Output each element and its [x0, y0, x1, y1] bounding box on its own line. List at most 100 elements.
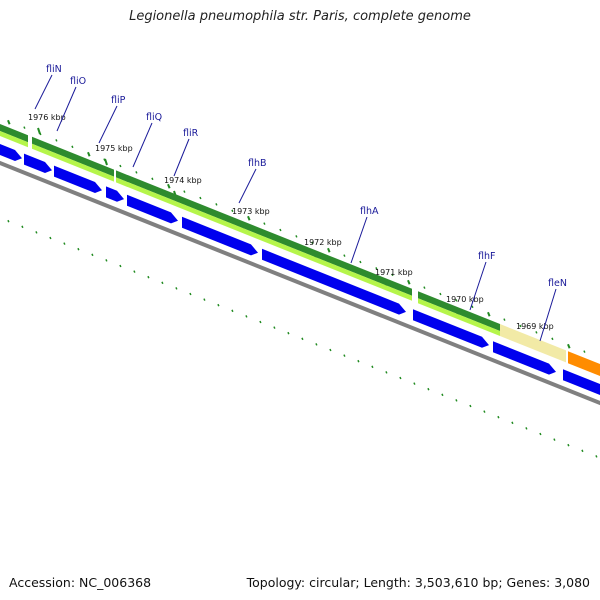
- tick-dot: [511, 421, 514, 425]
- tick-dot: [7, 119, 11, 125]
- tick-dot: [375, 267, 378, 270]
- tick-dot: [23, 126, 26, 129]
- tick-dot: [483, 410, 486, 413]
- gene-leader-line: [34, 74, 53, 110]
- tick-dot: [295, 235, 298, 238]
- gene-label-fleN: fleN: [548, 278, 567, 289]
- tick-dot: [189, 292, 192, 296]
- cds-segment-pale: [500, 324, 566, 363]
- tick-dot: [343, 354, 346, 357]
- tick-dot: [327, 247, 331, 253]
- forward-gene-arrow: [563, 369, 600, 396]
- tick-dot: [329, 348, 332, 352]
- position-label: 1969 kbp: [516, 322, 554, 331]
- tick-dot: [49, 236, 52, 240]
- tick-dot: [217, 303, 220, 307]
- position-label: 1975 kbp: [95, 144, 133, 153]
- forward-gene-arrow: [182, 216, 258, 256]
- gene-label-fliP: fliP: [111, 95, 126, 106]
- tick-dot: [581, 449, 584, 453]
- tick-dot: [231, 309, 234, 313]
- tick-dot: [119, 264, 122, 268]
- tick-dot: [567, 443, 570, 447]
- tick-dot: [567, 343, 571, 349]
- tick-dot: [311, 241, 314, 245]
- tick-dot: [427, 387, 430, 391]
- map-title: Legionella pneumophila str. Paris, compl…: [129, 9, 471, 24]
- tick-dot: [359, 260, 362, 264]
- cds-segment-dark: [116, 170, 412, 296]
- forward-gene-arrow: [127, 194, 178, 224]
- tick-dot: [91, 253, 94, 257]
- position-label: 1974 kbp: [164, 176, 202, 185]
- position-label: 1972 kbp: [304, 238, 342, 247]
- tick-dot: [519, 324, 522, 328]
- forward-gene-arrow: [54, 165, 102, 193]
- cds-segment-light: [0, 130, 28, 148]
- tick-dot: [21, 225, 24, 229]
- tick-dot: [259, 320, 262, 324]
- cds-segment-orange: [568, 351, 600, 377]
- tick-dot: [385, 371, 388, 374]
- tick-dot: [357, 359, 360, 363]
- tick-dot: [151, 177, 154, 181]
- tick-dot: [133, 270, 136, 273]
- tick-dot: [315, 343, 318, 346]
- tick-dot: [247, 215, 251, 221]
- gene-label-fliO: fliO: [70, 76, 86, 87]
- forward-gene-arrow: [24, 153, 52, 173]
- position-label: 1976 kbp: [28, 113, 66, 122]
- tick-dot: [35, 231, 38, 234]
- kbp-tick: [104, 158, 108, 166]
- tick-dot: [439, 292, 442, 296]
- tick-dot: [245, 315, 248, 318]
- tick-dot: [279, 228, 282, 232]
- forward-gene-arrow: [493, 341, 556, 375]
- tick-dot: [595, 455, 598, 458]
- gene-label-fliQ: fliQ: [146, 112, 162, 123]
- tick-dot: [525, 427, 528, 430]
- gene-leader-line: [539, 288, 557, 342]
- forward-gene-arrow: [413, 309, 489, 348]
- gene-leader-line: [98, 105, 118, 144]
- tick-dot: [371, 365, 374, 369]
- gene-label-flhA: flhA: [360, 206, 379, 217]
- forward-gene-arrow: [262, 248, 406, 315]
- tick-dot: [119, 164, 122, 168]
- tick-dot: [469, 404, 472, 408]
- tick-dot: [263, 222, 266, 225]
- tick-dot: [391, 273, 394, 277]
- tick-dot: [455, 299, 458, 302]
- forward-gene-arrow: [106, 186, 124, 202]
- forward-gene-arrow: [0, 144, 22, 161]
- tick-dot: [455, 399, 458, 402]
- genome-stats-text: Topology: circular; Length: 3,503,610 bp…: [246, 575, 590, 590]
- cds-segment-dark: [32, 136, 114, 177]
- tick-dot: [487, 311, 491, 317]
- cds-segment-light: [116, 177, 412, 301]
- position-label: 1970 kbp: [446, 295, 484, 304]
- tick-dot: [87, 151, 91, 157]
- gene-label-fliR: fliR: [183, 128, 199, 139]
- tick-dot: [175, 287, 178, 290]
- gene-label-flhB: flhB: [248, 158, 267, 169]
- tick-dot: [497, 415, 500, 419]
- tick-dot: [399, 376, 402, 380]
- tick-dot: [63, 242, 66, 245]
- tick-dot: [539, 432, 542, 436]
- tick-dot: [583, 350, 586, 353]
- tick-dot: [7, 219, 10, 223]
- tick-dot: [55, 139, 58, 142]
- cds-segment-dark: [418, 291, 500, 331]
- tick-dot: [553, 438, 556, 441]
- tick-dot: [105, 259, 108, 262]
- cds-segment-light: [32, 143, 114, 182]
- kbp-tick: [37, 127, 41, 135]
- tick-dot: [423, 286, 426, 289]
- gene-leader-line: [132, 122, 153, 168]
- tick-dot: [77, 247, 80, 251]
- tick-dot: [407, 279, 411, 285]
- tick-dot: [535, 331, 538, 334]
- gene-label-fliN: fliN: [46, 64, 62, 75]
